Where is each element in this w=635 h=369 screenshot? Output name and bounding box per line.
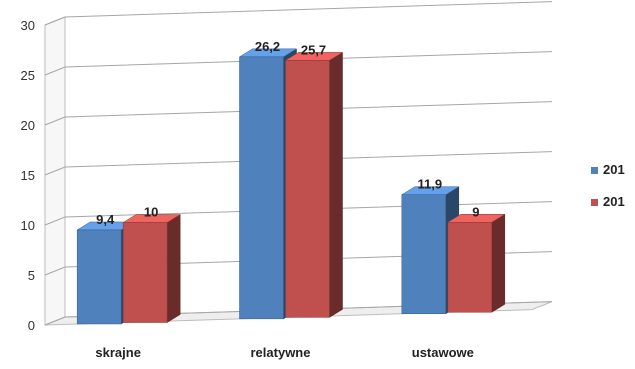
x-tick-label-2: ustawowe — [412, 345, 474, 360]
bar-0-1 — [122, 222, 168, 323]
y-tick-label-5: 5 — [28, 268, 35, 283]
legend: 201 201 — [591, 162, 625, 209]
bar-2-0 — [401, 194, 447, 314]
bar-2-1 — [447, 222, 493, 313]
gridline-5 — [44, 251, 553, 276]
gridline-30 — [44, 1, 553, 26]
data-label-1-0: 26,2 — [255, 39, 280, 54]
y-tick-label-25: 25 — [21, 68, 35, 83]
bars — [76, 48, 506, 325]
x-tick-label-0: skrajne — [95, 345, 141, 360]
bar-0-0 — [76, 229, 122, 325]
data-label-1-1: 25,7 — [301, 42, 326, 57]
y-tick-label-20: 20 — [21, 118, 35, 133]
x-tick-label-1: relatywne — [251, 345, 311, 360]
data-label-0-1: 10 — [144, 205, 158, 220]
gridline-25 — [44, 51, 553, 76]
x-axis-tick-labels: skrajne relatywne ustawowe — [95, 345, 474, 360]
bar-side-2-1 — [491, 213, 506, 313]
gridline-20 — [44, 101, 553, 126]
legend-swatch-0 — [591, 167, 598, 174]
data-label-2-0: 11,9 — [418, 177, 443, 192]
legend-swatch-1 — [591, 199, 598, 206]
data-labels: 9,4 10 26,2 25,7 11,9 9 — [96, 39, 479, 227]
y-tick-label-15: 15 — [21, 168, 35, 183]
y-tick-label-30: 30 — [21, 18, 35, 33]
y-tick-label-0: 0 — [28, 318, 35, 333]
gridline-15 — [44, 151, 553, 176]
bar-1-0 — [239, 56, 284, 320]
data-label-2-1: 9 — [472, 204, 479, 219]
gridline-0 — [44, 301, 553, 326]
bar-side-0-1 — [166, 214, 181, 323]
y-tick-label-10: 10 — [21, 218, 35, 233]
bar-1-1 — [285, 60, 330, 318]
legend-label-0: 201 — [603, 162, 625, 177]
bar-side-1-1 — [329, 51, 343, 318]
y-axis-tick-labels: 0 5 10 15 20 25 30 — [21, 18, 35, 333]
data-label-0-0: 9,4 — [96, 212, 115, 227]
gridline-10 — [44, 201, 553, 226]
legend-label-1: 201 — [603, 194, 625, 209]
gridlines — [44, 1, 553, 326]
